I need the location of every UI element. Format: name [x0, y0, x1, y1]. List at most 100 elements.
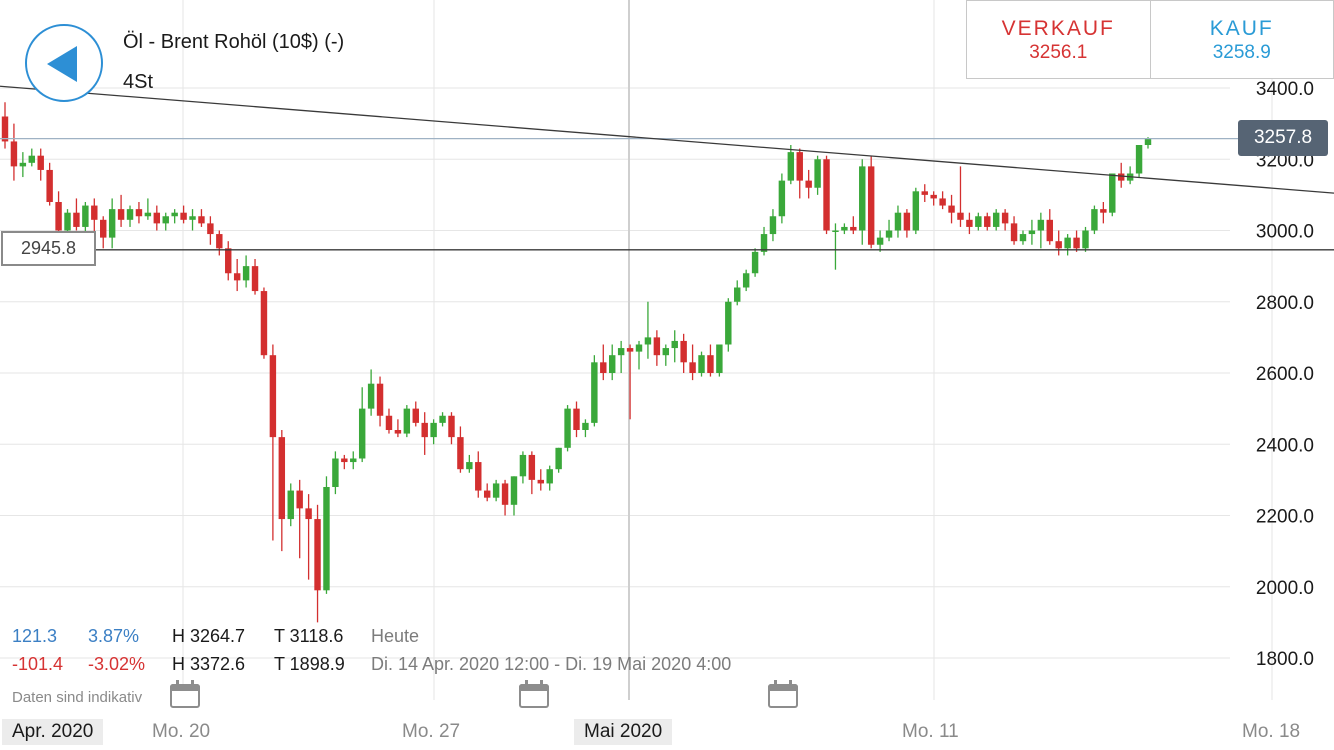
- candle-body: [519, 454, 527, 477]
- candle-body: [903, 212, 911, 231]
- candle-body: [475, 462, 482, 491]
- candle-body: [100, 219, 107, 238]
- calendar-icon[interactable]: [170, 680, 200, 708]
- candle-body: [332, 458, 339, 487]
- candle-body: [233, 273, 241, 281]
- candle-body: [626, 348, 634, 352]
- candle-body: [716, 344, 723, 373]
- candle-body: [841, 226, 848, 231]
- low-value: T 3118.6: [274, 626, 344, 646]
- candle-body: [1046, 219, 1053, 242]
- candle-body: [984, 216, 991, 227]
- candle-body: [260, 291, 268, 356]
- candle-body: [457, 437, 464, 470]
- candle-body: [501, 483, 509, 505]
- candle-body: [635, 344, 643, 352]
- candle-body: [171, 212, 178, 217]
- high-value: H 3264.7: [172, 626, 246, 646]
- high-value: H 3372.6: [172, 654, 246, 674]
- candle-body: [37, 155, 44, 170]
- y-tick-label: 1800.0: [1256, 649, 1314, 670]
- candle-body: [1073, 237, 1080, 249]
- trend-line: [0, 85, 1334, 194]
- candle-body: [912, 191, 920, 231]
- candle-body: [448, 415, 455, 438]
- change-percent: 3.87%: [88, 626, 140, 646]
- candle-body: [778, 180, 786, 217]
- candle-body: [376, 383, 384, 416]
- candle-body: [751, 251, 759, 274]
- current-price-tag: 3257.8: [1238, 120, 1328, 156]
- instrument-title: Öl - Brent Rohöl (10$) (-): [123, 31, 345, 53]
- level-line-tag[interactable]: 2945.8: [1, 231, 96, 266]
- candle-body: [126, 209, 134, 220]
- candle-body: [1144, 138, 1152, 145]
- candle-body: [28, 155, 36, 163]
- candle-body: [921, 191, 928, 195]
- y-tick-label: 2600.0: [1256, 364, 1314, 385]
- candle-body: [73, 212, 80, 227]
- buy-button[interactable]: KAUF 3258.9: [1149, 1, 1334, 78]
- candle-body: [108, 209, 116, 238]
- candle-body: [216, 234, 223, 249]
- candle-body: [1100, 209, 1107, 213]
- sell-button[interactable]: VERKAUF 3256.1: [967, 1, 1150, 78]
- x-axis-label: Mo. 27: [402, 721, 461, 742]
- candle-body: [153, 212, 161, 224]
- candle-body: [591, 362, 598, 423]
- buy-label: KAUF: [1209, 17, 1274, 40]
- candle-body: [46, 169, 53, 202]
- candle-body: [314, 519, 321, 591]
- candle-body: [867, 166, 875, 245]
- candle-body: [412, 408, 419, 423]
- candle-body: [823, 159, 830, 231]
- candle-body: [850, 226, 857, 231]
- candle-body: [796, 152, 803, 181]
- candle-body: [189, 216, 196, 220]
- timeframe-label[interactable]: 4St: [123, 71, 154, 93]
- candle-body: [82, 205, 89, 227]
- candle-body: [644, 337, 652, 345]
- candle-body: [64, 212, 71, 231]
- candle-body: [1091, 209, 1098, 231]
- candle-body: [144, 212, 152, 217]
- candle-body: [55, 202, 62, 231]
- candle-body: [269, 355, 277, 438]
- candle-body: [1010, 223, 1018, 242]
- candle-body: [1001, 212, 1009, 224]
- back-arrow-icon: [47, 46, 77, 82]
- calendar-icon[interactable]: [768, 680, 798, 708]
- candle-body: [1, 116, 9, 142]
- candle-body: [680, 340, 687, 363]
- candle-body: [1117, 173, 1125, 181]
- y-tick-label: 2200.0: [1256, 507, 1314, 528]
- candle-body: [769, 216, 777, 235]
- candle-body: [225, 248, 232, 274]
- candle-body: [91, 205, 98, 220]
- candle-body: [510, 476, 518, 505]
- x-axis-label: Mo. 18: [1242, 721, 1301, 742]
- x-axis-label: Mai 2020: [574, 719, 673, 745]
- candle-body: [885, 230, 893, 238]
- calendar-icon[interactable]: [519, 680, 549, 708]
- period-label: Heute: [371, 626, 420, 646]
- candle-body: [787, 152, 795, 181]
- candle-body: [358, 408, 366, 459]
- candle-body: [734, 287, 741, 302]
- candle-body: [957, 212, 964, 220]
- back-button[interactable]: [25, 24, 103, 102]
- candle-body: [582, 422, 589, 430]
- y-axis: 3400.03200.03000.02800.02600.02400.02200…: [1256, 79, 1314, 670]
- candle-body: [1064, 237, 1071, 249]
- candle-body: [814, 159, 821, 188]
- candle-body: [555, 447, 562, 470]
- candle-body: [341, 458, 348, 463]
- candle-body: [528, 454, 536, 480]
- candle-body: [894, 212, 902, 231]
- candle-body: [832, 230, 839, 232]
- y-tick-label: 3000.0: [1256, 222, 1314, 243]
- candle-body: [671, 340, 678, 349]
- candle-body: [992, 212, 1000, 227]
- low-value: T 1898.9: [274, 654, 345, 674]
